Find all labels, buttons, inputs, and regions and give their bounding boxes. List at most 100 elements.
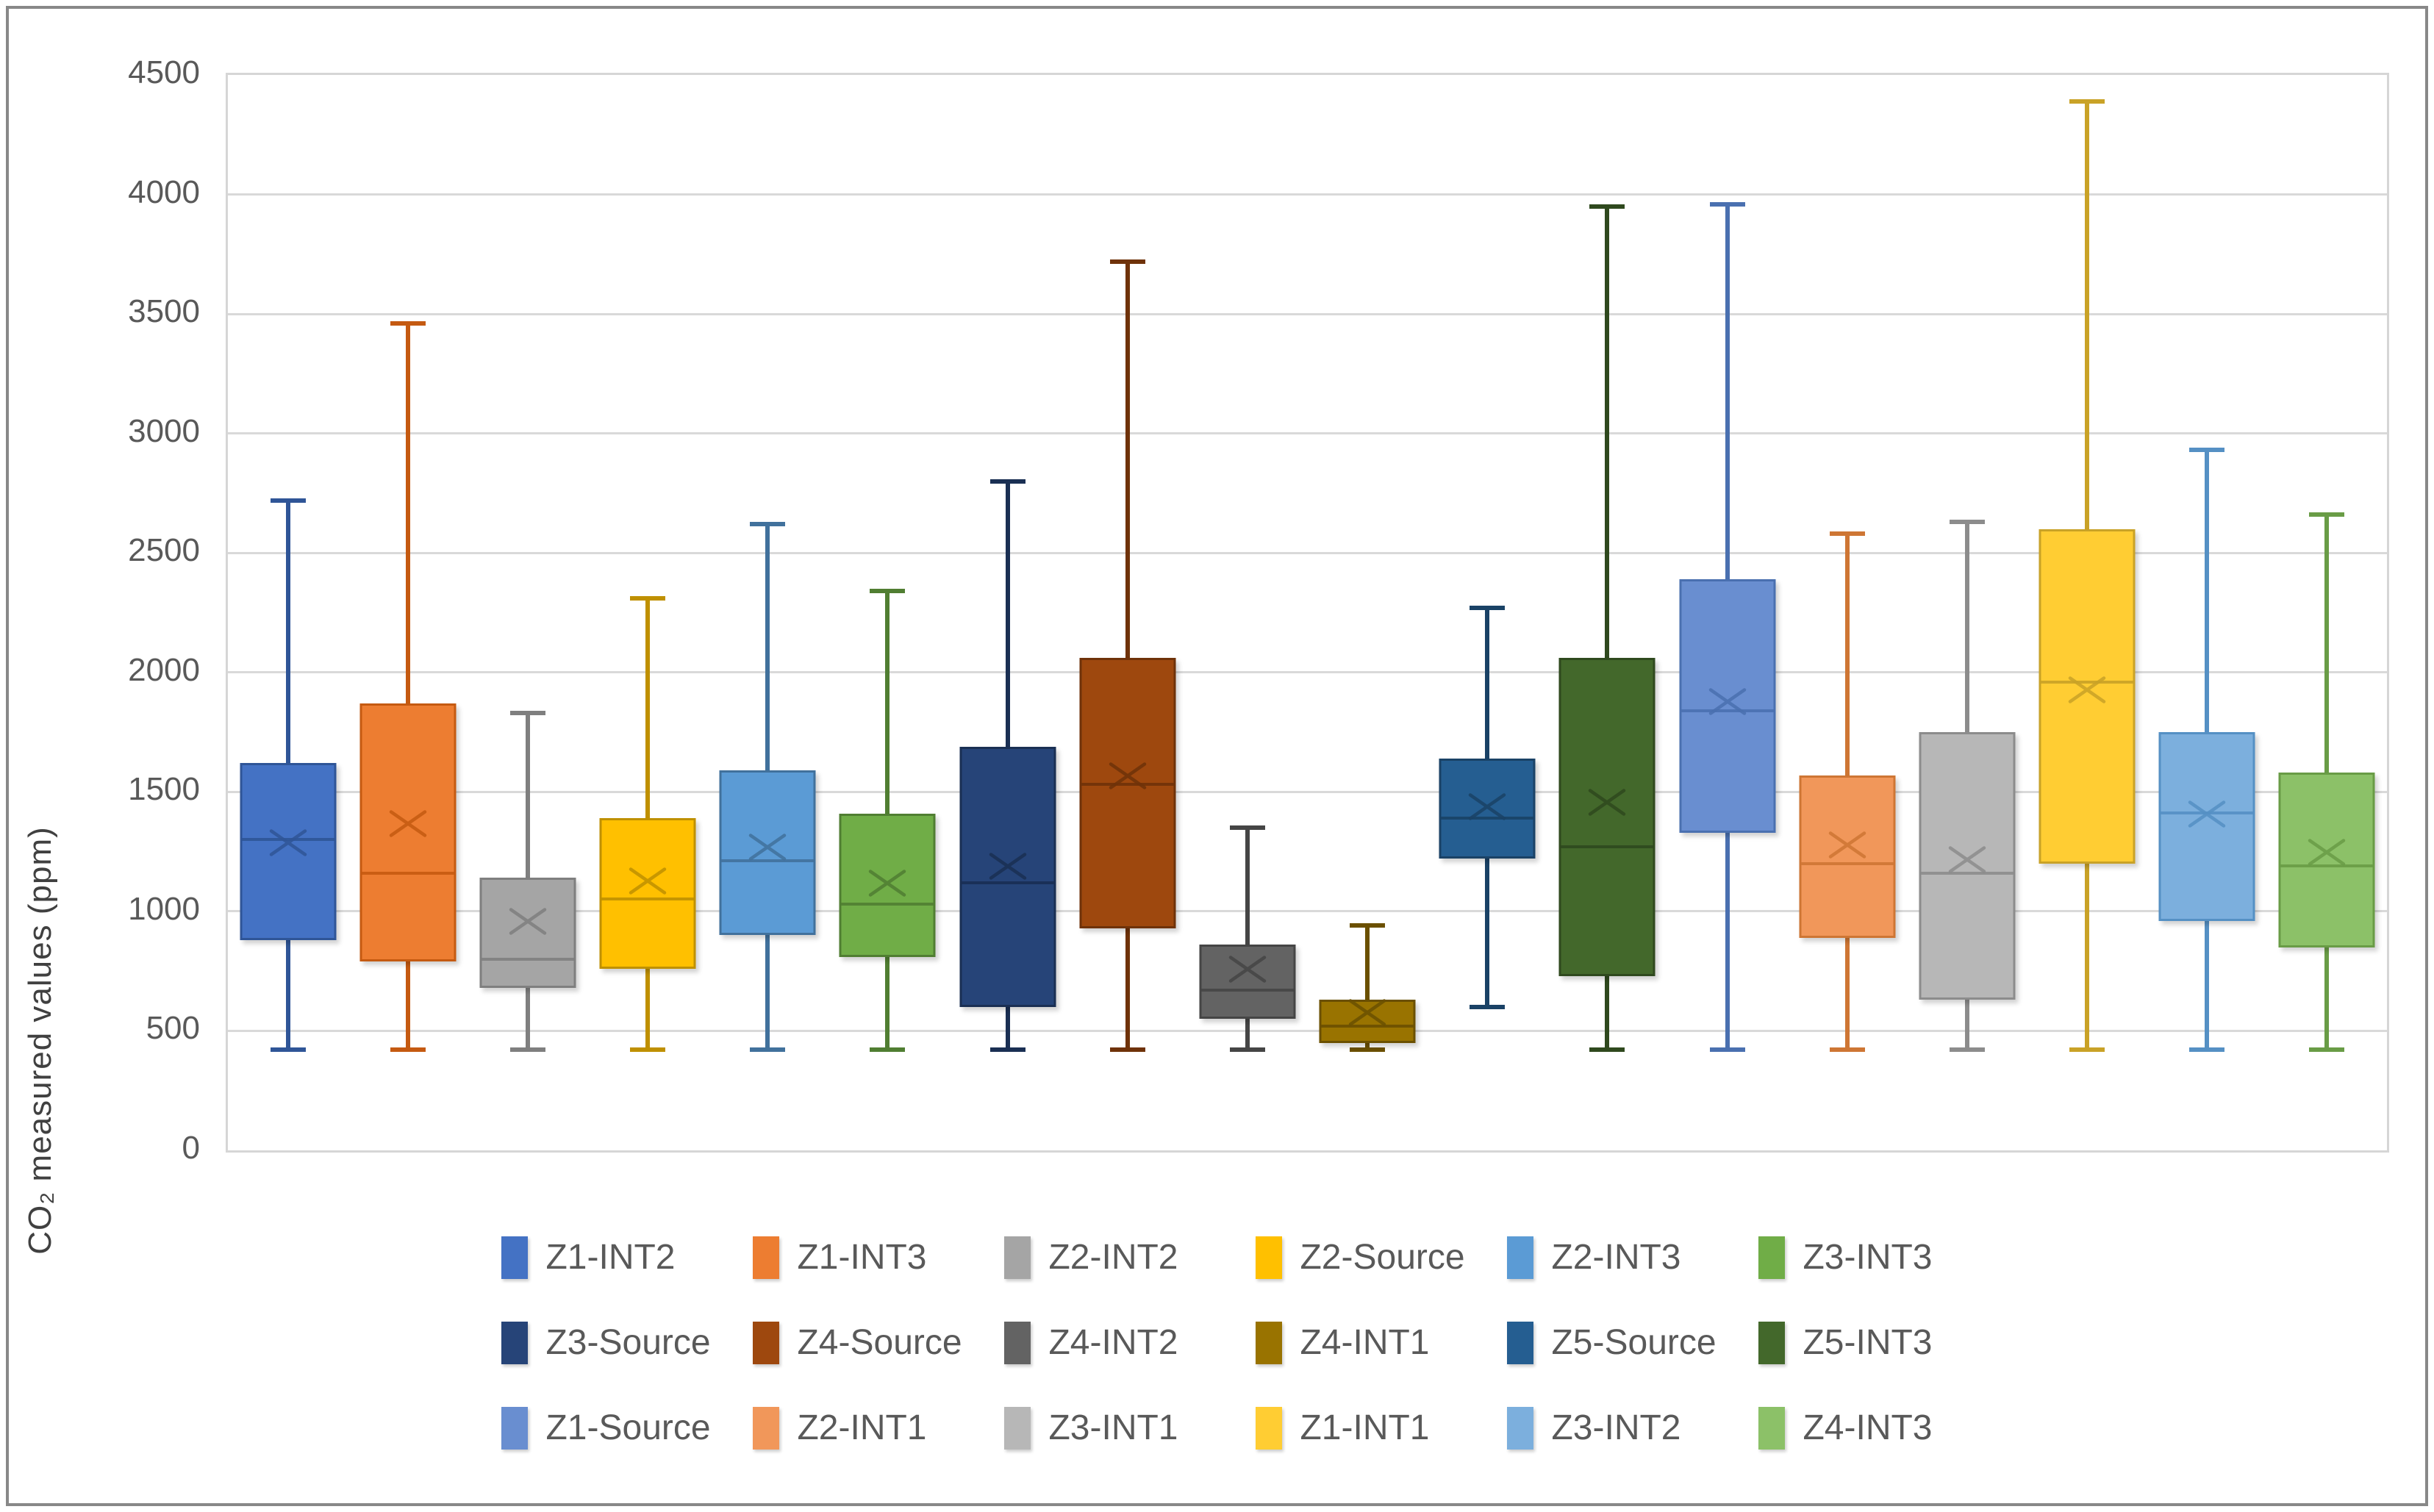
y-tick-label: 3000: [128, 412, 200, 449]
y-tick-label: 0: [182, 1130, 200, 1166]
legend-item-Z2-INT1: Z2-INT1: [753, 1407, 1004, 1450]
box-series-Z3-INT1: [228, 75, 2387, 1150]
median-line: [1201, 988, 1294, 992]
iqr-box: [1319, 1000, 1416, 1043]
legend-swatch-icon: [1507, 1322, 1534, 1364]
whisker-cap: [870, 1047, 905, 1053]
iqr-box: [240, 763, 337, 940]
median-line: [1441, 816, 1533, 820]
box-series-Z4-INT2: [228, 75, 2387, 1150]
legend-swatch-icon: [1507, 1236, 1534, 1279]
legend-label: Z3-INT3: [1803, 1238, 1933, 1277]
legend-item-Z5-Source: Z5-Source: [1507, 1322, 1758, 1364]
legend-item-Z1-INT3: Z1-INT3: [753, 1236, 1004, 1279]
median-line: [1321, 1024, 1414, 1028]
gridline: [228, 312, 2387, 315]
whisker-cap: [390, 1047, 426, 1053]
whisker-cap: [630, 1047, 665, 1053]
median-line: [362, 871, 454, 875]
iqr-box: [1799, 775, 1896, 938]
legend: Z1-INT2 Z1-INT3 Z2-INT2 Z2-Source Z2-INT3 Z3-…: [0, 1236, 2434, 1450]
median-line: [1801, 861, 1894, 865]
legend-swatch-icon: [501, 1322, 529, 1364]
legend-item-Z4-Source: Z4-Source: [753, 1322, 1004, 1364]
box-series-Z5-Source: [228, 75, 2387, 1150]
median-line: [601, 897, 694, 901]
y-axis-tick-labels: 0 500 1000 1500 2000 2500 3000 3500 4000 4500: [0, 57, 200, 1164]
whisker-cap: [990, 479, 1025, 484]
mean-x-icon: [1348, 998, 1386, 1030]
whisker-cap: [1710, 201, 1745, 207]
legend-swatch-icon: [501, 1407, 529, 1450]
box-series-Z1-INT2: [228, 75, 2387, 1150]
legend-label: Z1-INT1: [1300, 1408, 1430, 1447]
legend-swatch-icon: [1256, 1322, 1283, 1364]
y-tick-label: 2000: [128, 651, 200, 688]
legend-item-Z1-INT1: Z1-INT1: [1256, 1407, 1507, 1450]
legend-label: Z3-Source: [545, 1323, 711, 1362]
whisker-cap: [2069, 1047, 2105, 1053]
box-series-Z2-INT3: [228, 75, 2387, 1150]
legend-label: Z2-INT1: [797, 1408, 927, 1447]
mean-x-icon: [748, 834, 787, 865]
iqr-box: [479, 878, 576, 988]
mean-x-icon: [1468, 793, 1506, 825]
legend-row: Z1-Source Z2-INT1 Z3-INT1 Z1-INT1 Z3-INT2 Z4-…: [501, 1407, 1933, 1450]
legend-label: Z5-INT3: [1803, 1323, 1933, 1362]
whisker-cap: [1470, 605, 1505, 610]
median-line: [482, 957, 574, 961]
iqr-box: [1558, 658, 1656, 976]
gridline: [228, 1029, 2387, 1032]
legend-swatch-icon: [1507, 1407, 1534, 1450]
whisker-cap: [1589, 204, 1625, 209]
box-series-Z4-INT3: [228, 75, 2387, 1150]
legend-label: Z2-Source: [1300, 1238, 1465, 1277]
box-series-Z5-INT3: [228, 75, 2387, 1150]
legend-swatch-icon: [1004, 1407, 1031, 1450]
whisker-cap: [1110, 259, 1145, 264]
legend-label: Z4-INT3: [1803, 1408, 1933, 1447]
whisker-cap: [1589, 1047, 1625, 1053]
whisker-cap: [990, 1047, 1025, 1053]
iqr-box: [2158, 732, 2255, 921]
gridline: [228, 910, 2387, 913]
plot-area: [226, 73, 2389, 1153]
legend-item-Z1-Source: Z1-Source: [501, 1407, 753, 1450]
box-series-Z1-Source: [228, 75, 2387, 1150]
gridline: [228, 193, 2387, 196]
whisker-stem: [406, 323, 410, 1050]
gridline: [228, 790, 2387, 793]
legend-item-Z3-Source: Z3-Source: [501, 1322, 753, 1364]
whisker-cap: [1350, 923, 1385, 928]
box-series-Z4-INT1: [228, 75, 2387, 1150]
legend-label: Z4-INT1: [1300, 1323, 1430, 1362]
legend-label: Z4-INT2: [1048, 1323, 1178, 1362]
legend-swatch-icon: [1758, 1322, 1786, 1364]
legend-label: Z1-INT2: [545, 1238, 676, 1277]
whisker-cap: [1110, 1047, 1145, 1053]
median-line: [242, 838, 334, 842]
legend-item-Z4-INT3: Z4-INT3: [1758, 1407, 1933, 1450]
box-series-Z2-Source: [228, 75, 2387, 1150]
legend-label: Z3-INT1: [1048, 1408, 1178, 1447]
median-line: [1561, 845, 1653, 848]
median-line: [962, 881, 1054, 884]
box-series-Z1-INT1: [228, 75, 2387, 1150]
mean-x-icon: [868, 870, 906, 901]
legend-item-Z3-INT3: Z3-INT3: [1758, 1236, 1933, 1279]
mean-x-icon: [2188, 800, 2226, 831]
box-series-Z4-Source: [228, 75, 2387, 1150]
mean-x-icon: [2308, 838, 2346, 870]
whisker-cap: [510, 711, 545, 716]
median-line: [1081, 783, 1174, 787]
iqr-box: [599, 818, 696, 969]
mean-x-icon: [1588, 788, 1626, 820]
whisker-cap: [1350, 1047, 1385, 1053]
legend-item-Z2-INT2: Z2-INT2: [1004, 1236, 1256, 1279]
y-tick-label: 4500: [128, 54, 200, 90]
iqr-box: [719, 770, 816, 936]
whisker-cap: [271, 498, 306, 503]
gridline: [228, 671, 2387, 674]
legend-label: Z2-INT3: [1551, 1238, 1681, 1277]
legend-row: Z1-INT2 Z1-INT3 Z2-INT2 Z2-Source Z2-INT3 Z3-…: [501, 1236, 1933, 1279]
